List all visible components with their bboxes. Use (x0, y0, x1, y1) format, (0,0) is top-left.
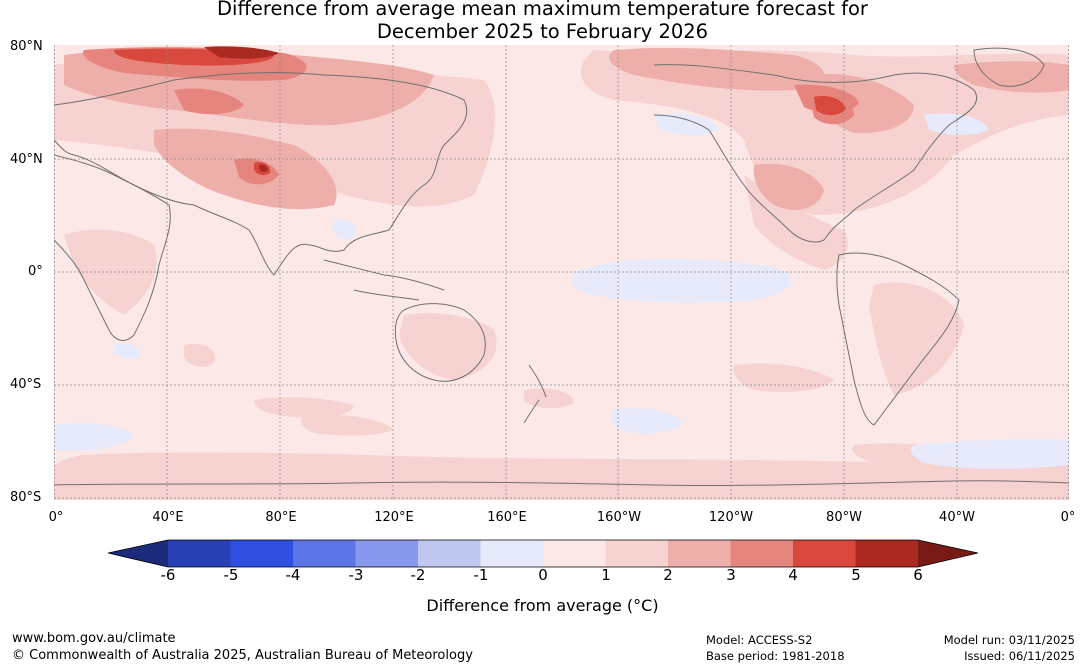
footer-model-run: Model run: 03/11/2025 (943, 633, 1075, 647)
colorbar-arrow-high (918, 540, 978, 567)
lon-label-80e: 80°E (265, 510, 297, 525)
colorbar-bin-0-1 (543, 540, 606, 567)
lon-label-80w: 80°W (826, 510, 862, 525)
colorbar-bin-m4-m3 (293, 540, 356, 567)
footer-copyright: © Commonwealth of Australia 2025, Austra… (12, 648, 473, 663)
title-line-1: Difference from average mean maximum tem… (217, 0, 868, 20)
colorbar-bin-3-4 (730, 540, 793, 567)
coast-eurasia (53, 72, 467, 276)
footer-website: www.bom.gov.au/climate (12, 631, 176, 646)
colorbar-svg (107, 539, 979, 568)
coast-australia (394, 303, 486, 382)
colorbar-tick-m4: -4 (285, 566, 301, 584)
coast-antarctica (53, 480, 1070, 487)
colorbar-tick-m5: -5 (223, 566, 239, 584)
footer-model: Model: ACCESS-S2 (706, 633, 813, 647)
lat-label-80s: 80°S (10, 490, 42, 505)
colorbar-tick-m1: -1 (473, 566, 489, 584)
lat-label-40n: 40°N (10, 152, 43, 167)
colorbar-tick-4: 4 (788, 566, 798, 584)
temperature-anomaly-map (53, 45, 1070, 500)
colorbar-tick-1: 1 (601, 566, 611, 584)
colorbar-tick-5: 5 (851, 566, 861, 584)
anomaly-negative-regions (54, 113, 1069, 469)
coast-indonesia (323, 259, 445, 301)
colorbar-bin-2-3 (668, 540, 731, 567)
colorbar-bin-4-5 (793, 540, 856, 567)
colorbar-bin-1-2 (605, 540, 668, 567)
lat-label-80n: 80°N (10, 39, 43, 54)
colorbar-label: Difference from average (°C) (426, 596, 659, 615)
coast-new-zealand (523, 364, 547, 424)
colorbar-tick-6: 6 (913, 566, 923, 584)
colorbar-arrow-low (108, 540, 168, 567)
colorbar-tick-0: 0 (538, 566, 548, 584)
coast-greenland (973, 47, 1045, 87)
lon-label-160e: 160°E (487, 510, 527, 525)
colorbar-bin-5-6 (855, 540, 918, 567)
colorbar-bin-m3-m2 (355, 540, 418, 567)
coastlines (53, 47, 1070, 487)
map-title: Difference from average mean maximum tem… (0, 0, 1085, 43)
lon-label-40w: 40°W (939, 510, 975, 525)
coast-north-america (653, 64, 977, 243)
colorbar-tick-3: 3 (726, 566, 736, 584)
footer-issued: Issued: 06/11/2025 (964, 649, 1075, 663)
coast-south-america (836, 252, 960, 426)
lon-label-160w: 160°W (596, 510, 642, 525)
title-line-2: December 2025 to February 2026 (376, 20, 709, 43)
colorbar-bin-m1-0 (480, 540, 543, 567)
lat-label-40s: 40°S (10, 377, 42, 392)
colorbar-tick-2: 2 (663, 566, 673, 584)
lat-label-equator: 0° (28, 264, 43, 279)
colorbar-bin-m2-m1 (418, 540, 481, 567)
colorbar (107, 538, 979, 590)
colorbar-tick-m6: -6 (160, 566, 176, 584)
map-svg (53, 45, 1070, 500)
anomaly-1-2-regions (54, 50, 1069, 500)
lon-label-40e: 40°E (152, 510, 184, 525)
lon-label-120w: 120°W (708, 510, 754, 525)
colorbar-bin-m6-m5 (168, 540, 231, 567)
anomaly-5-6-regions (204, 46, 279, 172)
lon-label-120e: 120°E (374, 510, 414, 525)
colorbar-tick-m2: -2 (410, 566, 426, 584)
colorbar-bin-m5-m4 (230, 540, 293, 567)
lon-label-0-left: 0° (48, 510, 64, 525)
lon-label-0-right: 0° (1060, 510, 1076, 525)
coast-africa (53, 154, 171, 341)
graticule (54, 45, 1069, 500)
colorbar-tick-m3: -3 (348, 566, 364, 584)
footer-base-period: Base period: 1981-2018 (706, 649, 845, 663)
